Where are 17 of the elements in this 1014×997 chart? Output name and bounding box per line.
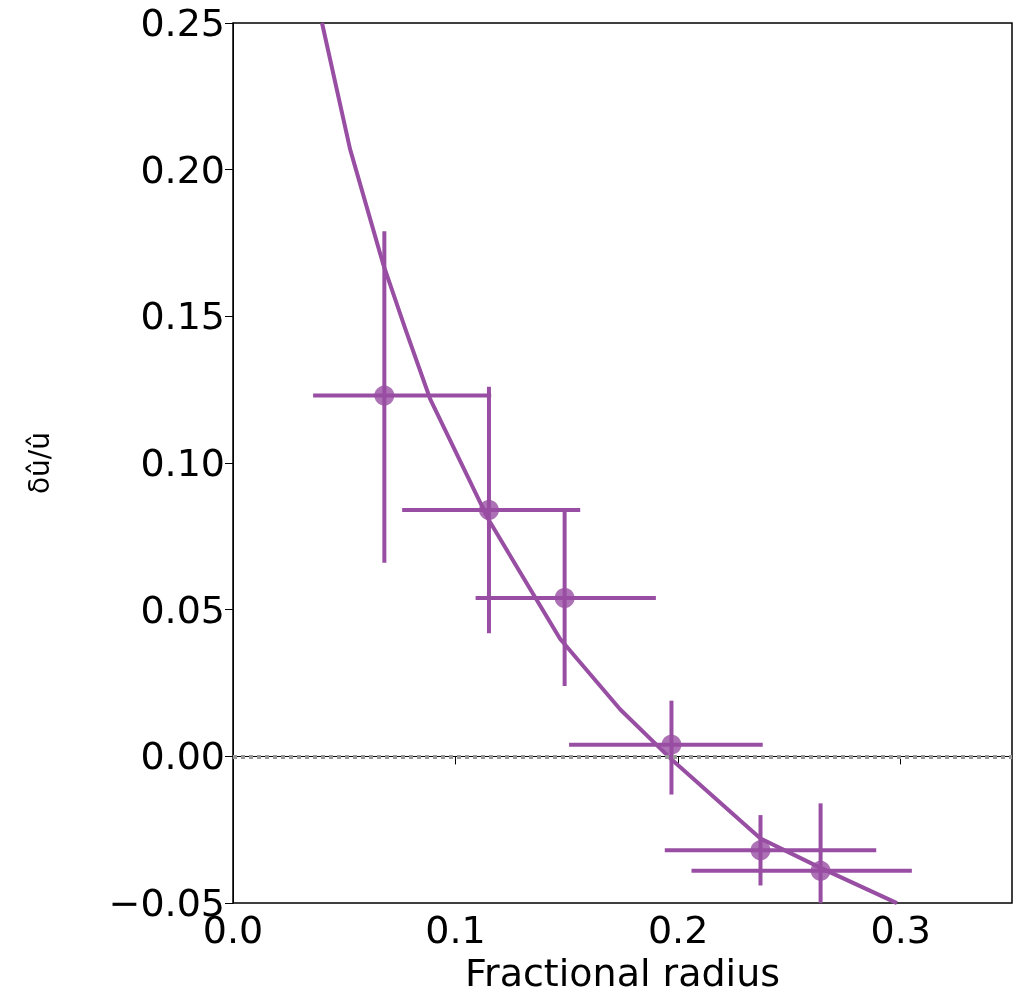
y-tick-label: 0.00 xyxy=(140,734,225,779)
point xyxy=(374,385,395,406)
y-axis-title: δû/û xyxy=(22,432,56,495)
point xyxy=(478,499,499,520)
x-tick-label: 0.3 xyxy=(870,908,931,953)
point xyxy=(661,734,682,755)
y-tick-label: 0.25 xyxy=(140,1,225,45)
y-tick-label: 0.20 xyxy=(140,147,225,192)
point xyxy=(810,860,831,881)
y-tick-label: 0.05 xyxy=(140,587,225,632)
x-tick-label: 0.2 xyxy=(647,908,709,953)
point xyxy=(750,840,771,861)
x-axis-title: Fractional radius xyxy=(464,951,781,995)
x-tick-label: 0.1 xyxy=(425,908,486,953)
point xyxy=(554,588,575,608)
y-tick-label: 0.10 xyxy=(140,441,225,486)
y-tick-label: 0.15 xyxy=(140,294,225,339)
